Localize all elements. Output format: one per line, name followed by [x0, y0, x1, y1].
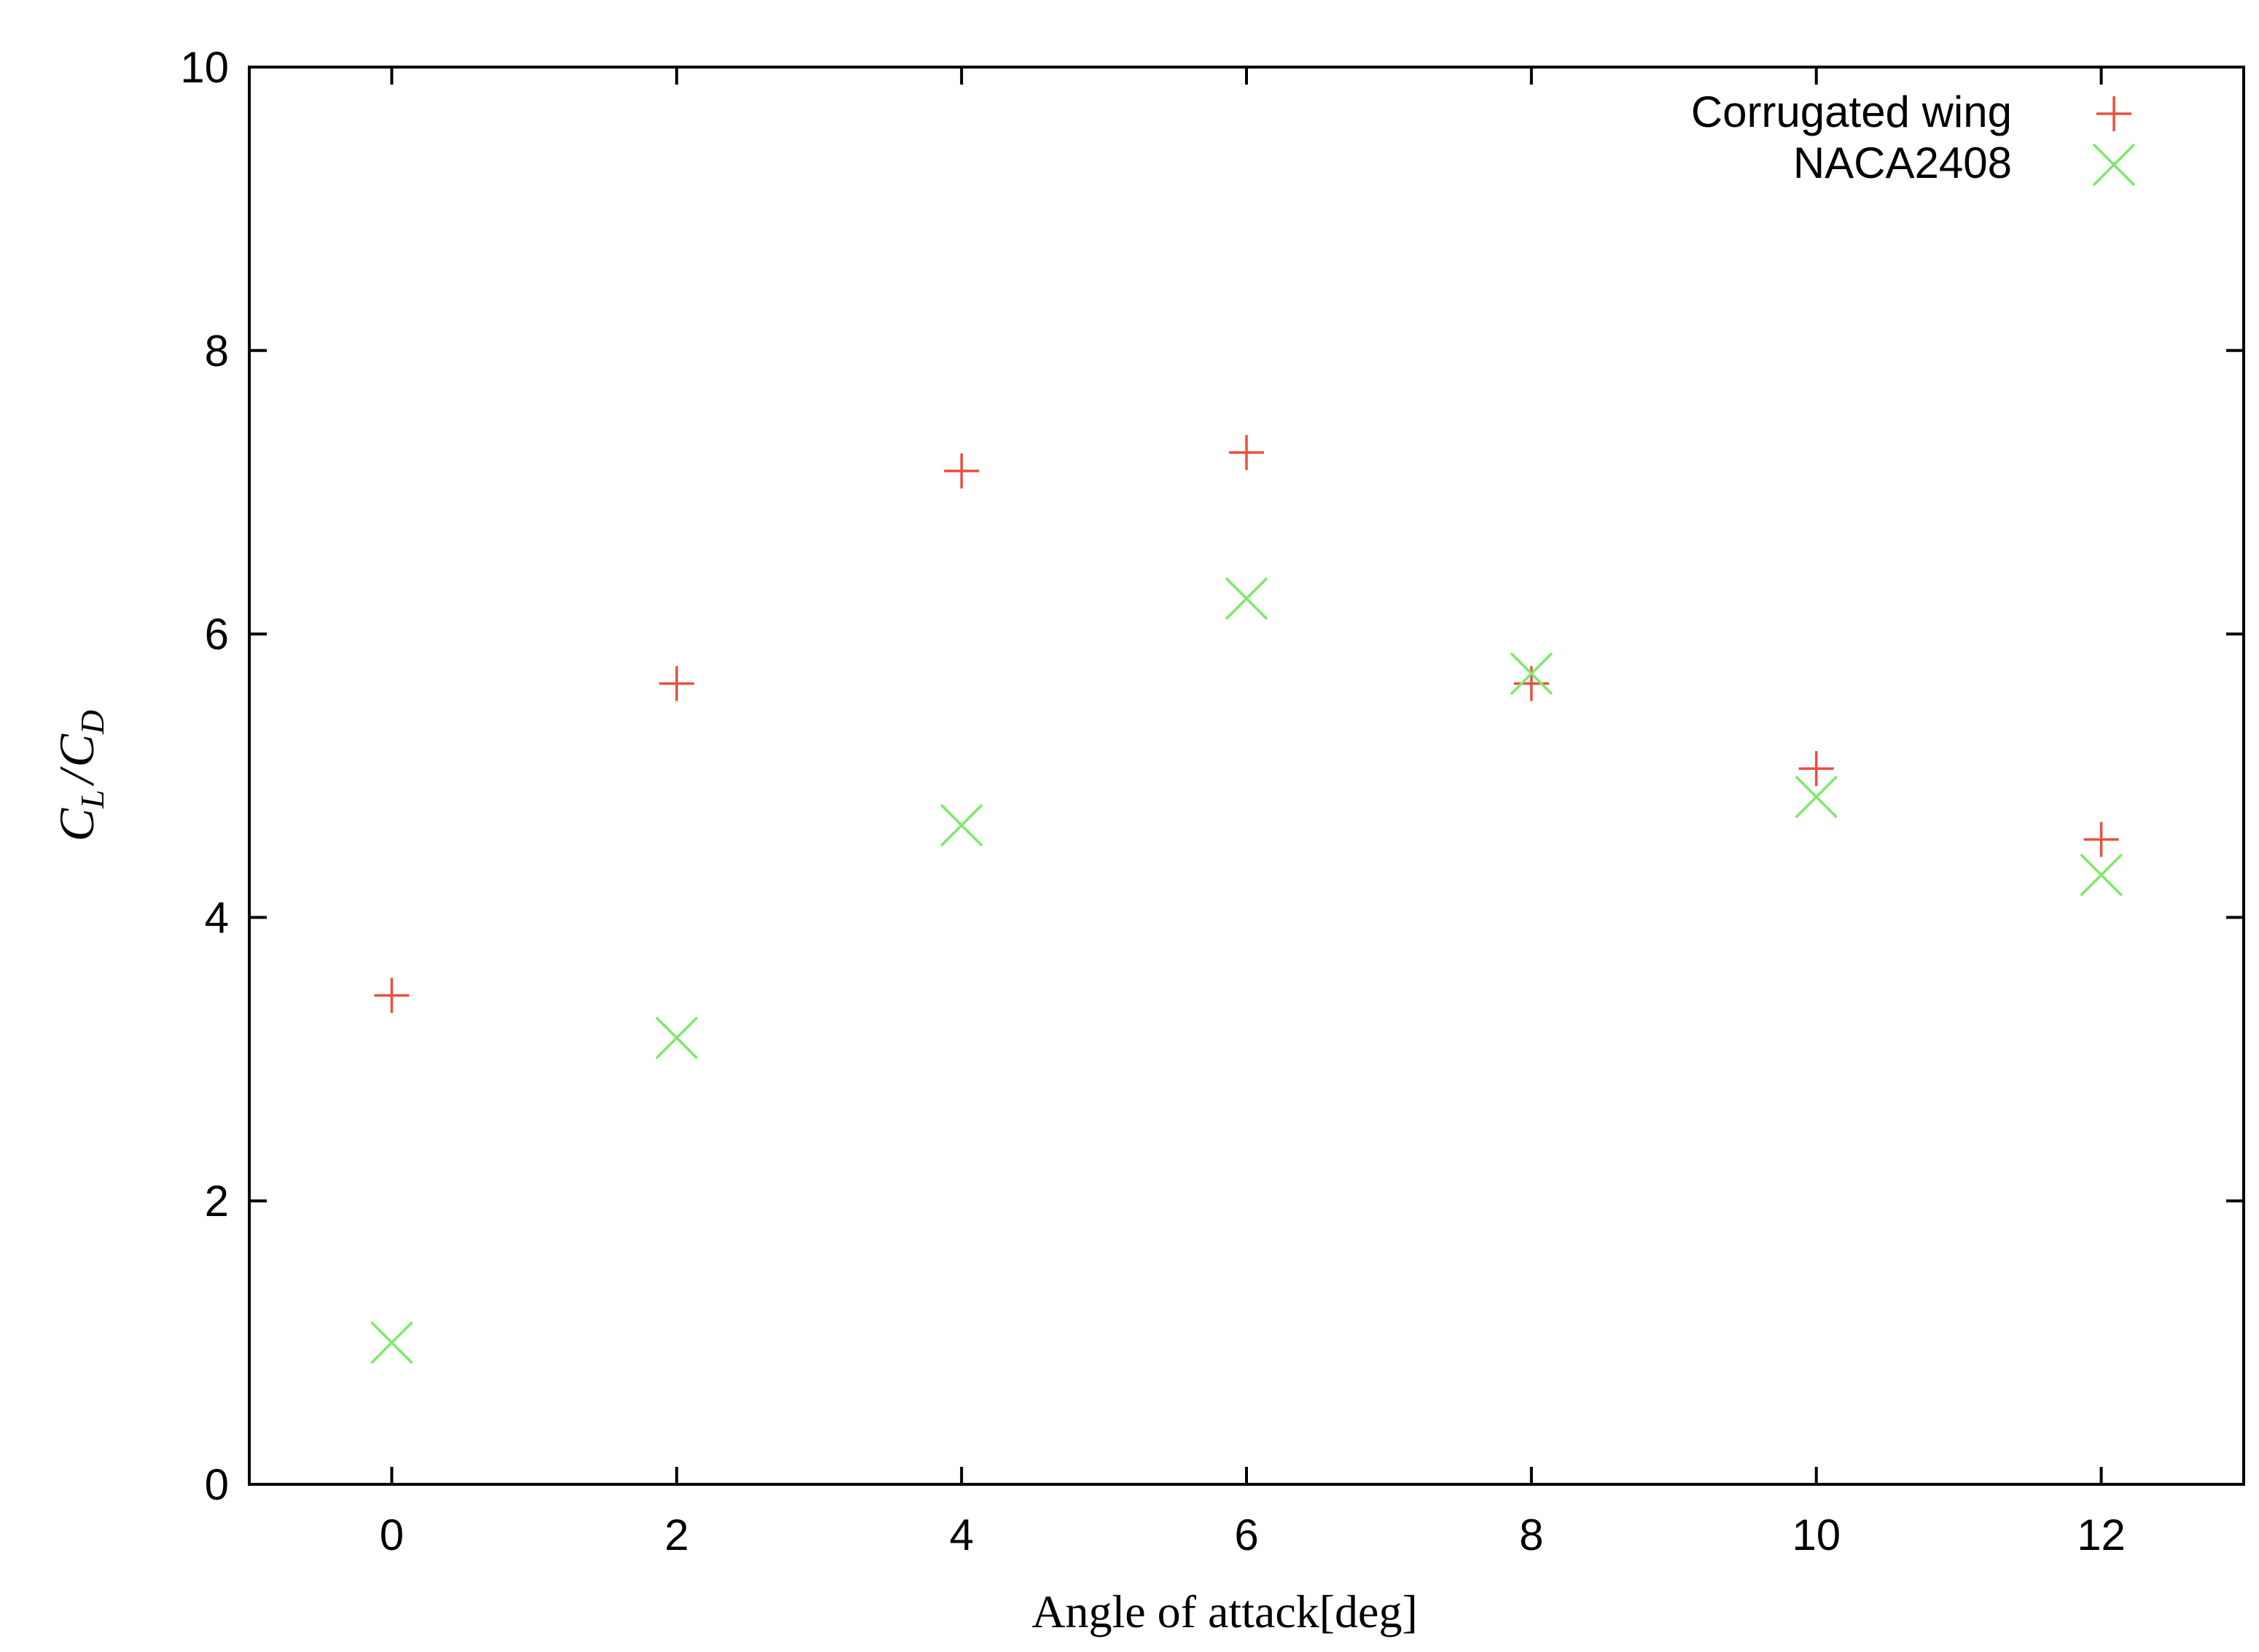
point-corrugated-wing — [944, 453, 980, 489]
y-tick-label: 8 — [205, 327, 229, 375]
x-tick-label: 0 — [380, 1511, 404, 1559]
point-corrugated-wing — [1229, 435, 1264, 470]
y-axis-title-c2: C — [49, 733, 104, 767]
legend-symbol-naca2408 — [2092, 143, 2136, 187]
legend-label-naca2408: NACA2408 — [1793, 139, 2012, 187]
point-naca2408 — [1225, 577, 1268, 620]
plot-frame — [248, 66, 2245, 1486]
y-axis-title: CL/CD — [49, 710, 111, 841]
y-tick-label: 0 — [205, 1460, 229, 1509]
axis-ticks — [249, 66, 2244, 1486]
tick-labels: 0 2 4 6 8 10 12 0 2 4 6 8 10 — [180, 43, 2126, 1559]
x-tick-label: 4 — [949, 1511, 973, 1559]
point-corrugated-wing — [2083, 822, 2119, 857]
point-naca2408 — [1795, 775, 1838, 819]
point-naca2408 — [940, 803, 983, 847]
point-corrugated-wing — [374, 978, 410, 1013]
legend-symbol-corrugated-wing — [2096, 96, 2131, 131]
legend-marker-corrugated-wing — [2096, 96, 2131, 131]
y-tick-label: 6 — [205, 610, 229, 659]
y-tick-label: 10 — [180, 43, 229, 92]
y-axis-title-slash: / — [49, 765, 104, 787]
x-tick-label: 8 — [1519, 1511, 1543, 1559]
x-tick-label: 2 — [665, 1511, 689, 1559]
y-axis-title-sub-d: D — [74, 710, 111, 735]
x-tick-label: 12 — [2077, 1511, 2126, 1559]
legend: Corrugated wing NACA2408 — [1691, 87, 2136, 187]
x-axis-title: Angle of attack[deg] — [1031, 1586, 1418, 1637]
y-axis-title-sub-l: L — [74, 790, 111, 809]
data-points — [370, 435, 2123, 1364]
point-corrugated-wing — [659, 666, 695, 701]
point-naca2408 — [1510, 652, 1553, 696]
point-naca2408 — [370, 1321, 413, 1364]
point-corrugated-wing — [1513, 666, 1549, 701]
y-tick-label: 4 — [205, 893, 229, 942]
legend-marker-naca2408 — [2092, 143, 2136, 187]
svg-text:CL/CD: CL/CD — [49, 710, 111, 841]
x-tick-label: 6 — [1234, 1511, 1258, 1559]
point-naca2408 — [2080, 853, 2123, 897]
point-corrugated-wing — [1798, 751, 1834, 787]
point-naca2408 — [655, 1016, 698, 1059]
legend-label-corrugated-wing: Corrugated wing — [1691, 87, 2012, 136]
x-tick-label: 10 — [1792, 1511, 1841, 1559]
y-axis-title-c1: C — [49, 808, 104, 841]
y-tick-label: 2 — [205, 1177, 229, 1226]
